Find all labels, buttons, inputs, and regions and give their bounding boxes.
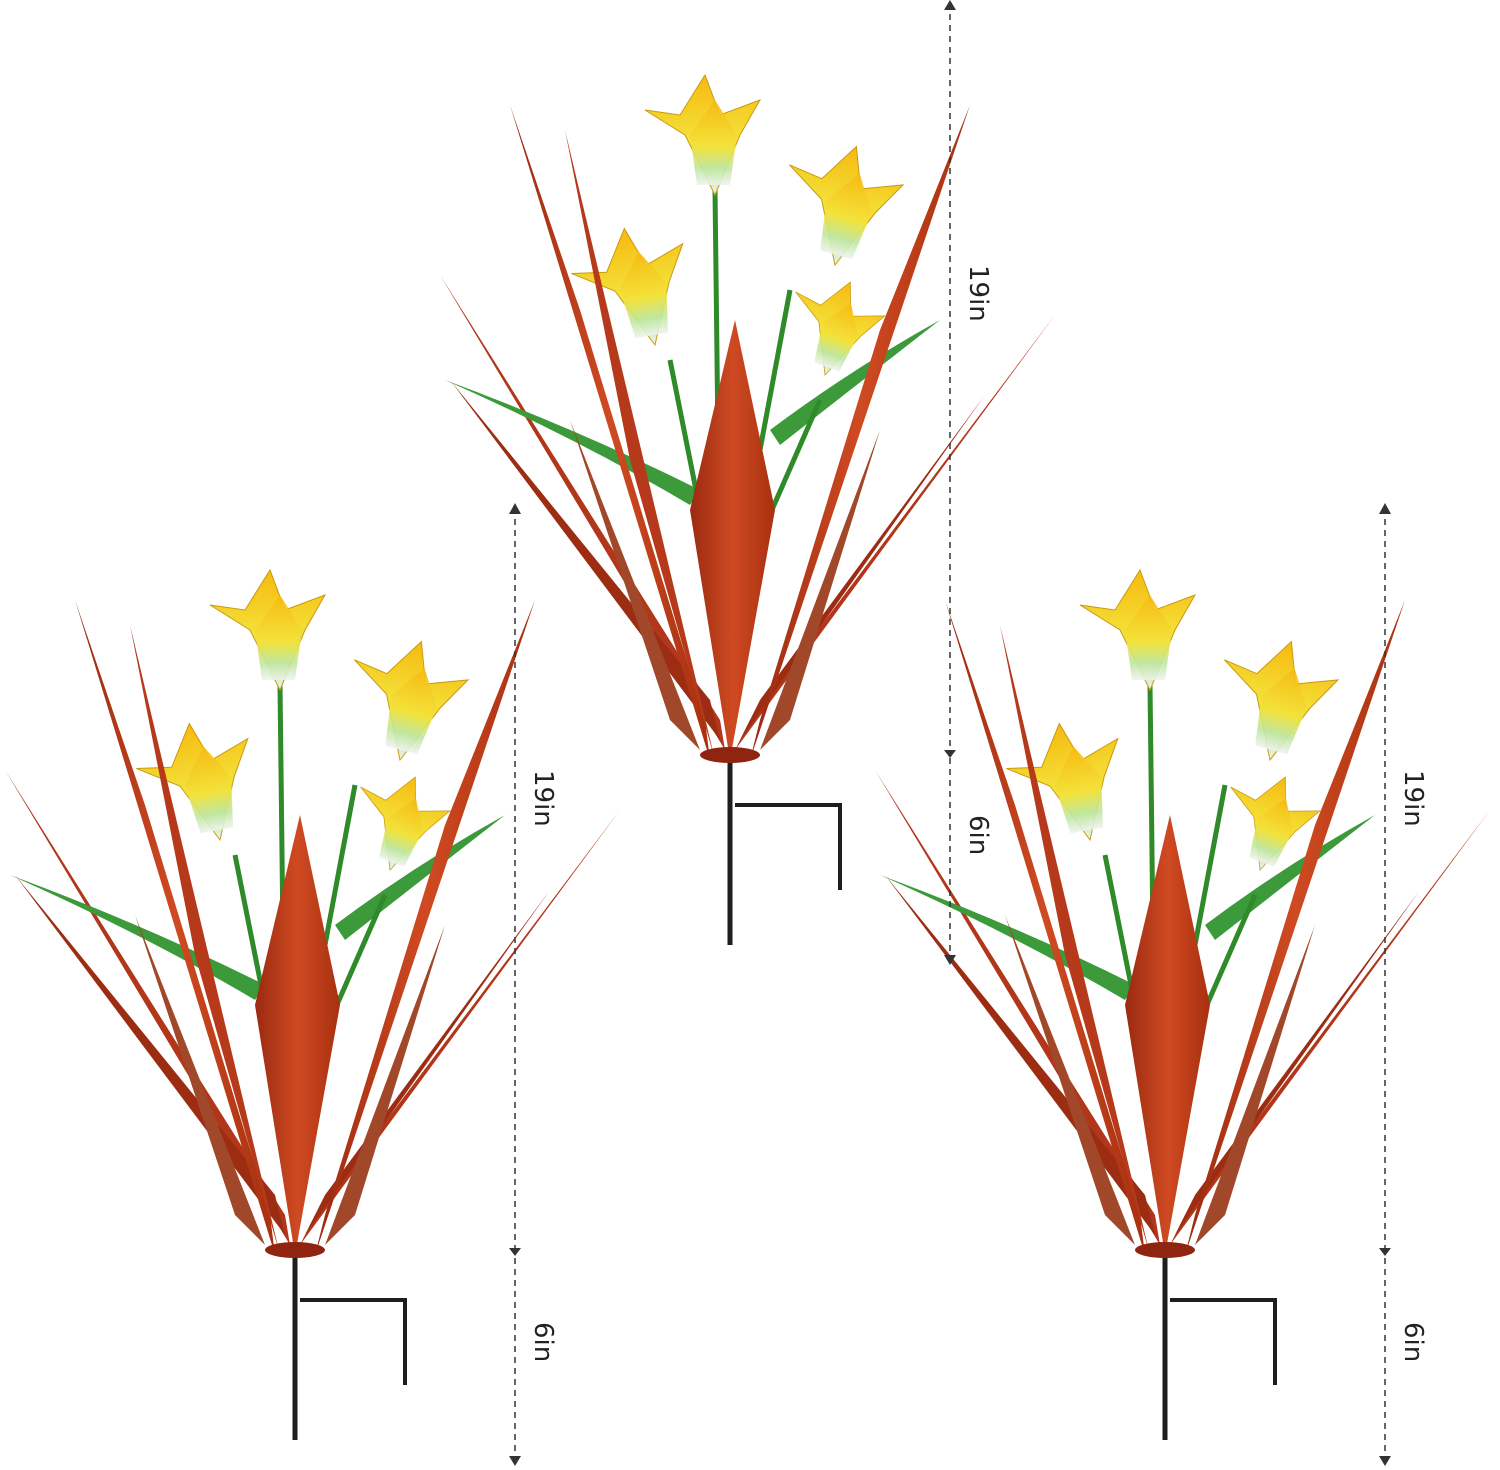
dimension-arrows [509,0,1391,1466]
height-label-left: 19in [528,770,558,827]
stake-label-center: 6in [963,815,993,855]
stake-label-left: 6in [528,1322,558,1362]
plant-right [875,570,1490,1440]
stake-label-right: 6in [1398,1322,1428,1362]
plant-left [5,570,620,1440]
height-label-center: 19in [963,265,993,322]
height-label-right: 19in [1398,770,1428,827]
